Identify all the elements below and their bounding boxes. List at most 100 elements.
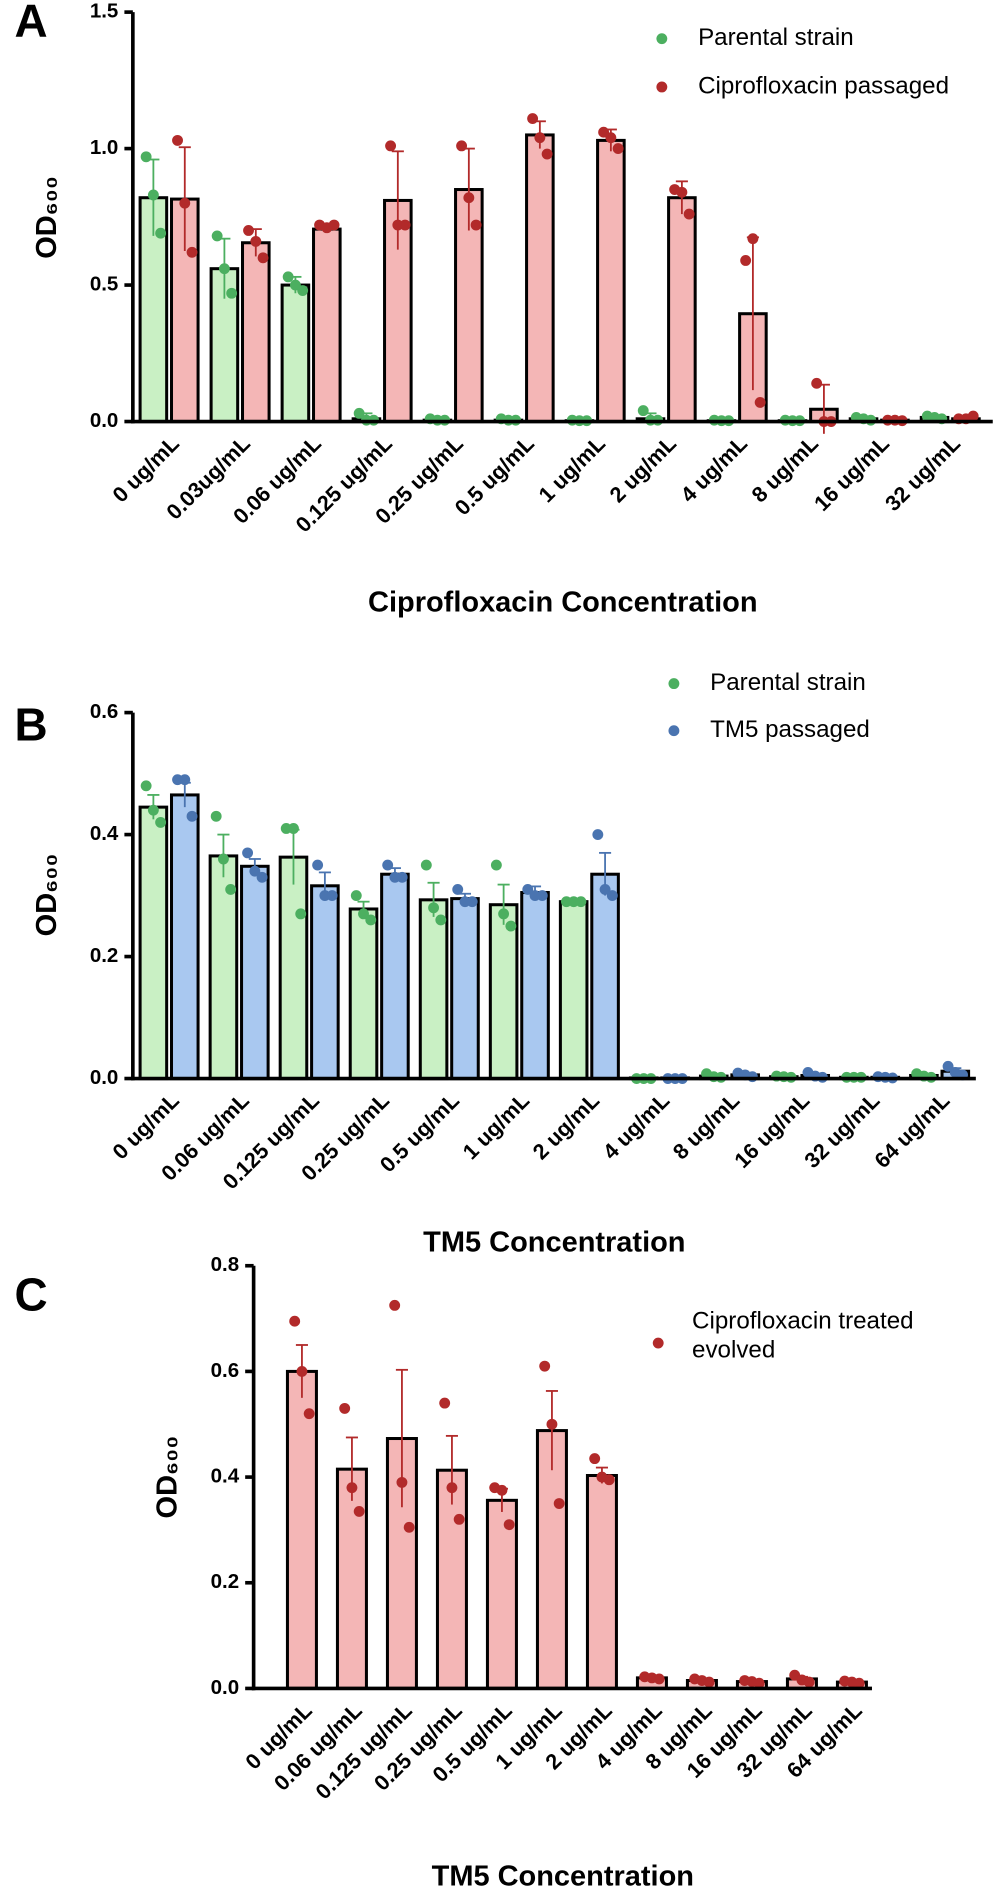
- data-point: [496, 1484, 508, 1496]
- data-point: [353, 1505, 365, 1517]
- data-point: [592, 829, 604, 841]
- bar: [280, 283, 311, 424]
- data-point: [803, 1676, 815, 1688]
- y-tick-label: 0.5: [90, 272, 119, 295]
- data-point: [389, 1299, 401, 1311]
- legend-marker: [656, 33, 668, 45]
- x-tick-label: 1 ug/mL: [533, 431, 610, 508]
- y-tick-label: 0.2: [211, 1570, 240, 1593]
- data-point: [539, 1360, 551, 1372]
- bar: [485, 1498, 518, 1690]
- x-tick-label: 16 ug/mL: [729, 1088, 814, 1173]
- data-point: [186, 810, 198, 822]
- data-point: [505, 920, 517, 932]
- data-point: [312, 859, 324, 871]
- data-point: [534, 132, 546, 144]
- legend-marker: [652, 1337, 664, 1349]
- x-axis-label: TM5 Concentration: [432, 1861, 694, 1893]
- data-point: [527, 113, 539, 124]
- data-point: [288, 823, 299, 834]
- x-tick-label: 32 ug/mL: [880, 431, 965, 516]
- x-tick-label: 2 ug/mL: [528, 1088, 605, 1165]
- data-point: [243, 225, 254, 236]
- data-point: [295, 908, 307, 920]
- x-tick-label: 4 ug/mL: [598, 1088, 675, 1165]
- data-point: [746, 1071, 758, 1083]
- data-point: [536, 890, 548, 902]
- data-point: [396, 871, 408, 883]
- data-point: [703, 1676, 715, 1688]
- data-point: [303, 1408, 315, 1420]
- y-axis-label: OD₆₀₀: [31, 176, 63, 259]
- data-point: [350, 890, 362, 902]
- data-point: [140, 151, 152, 163]
- y-tick-label: 0.8: [211, 1253, 240, 1276]
- bar: [418, 898, 449, 1081]
- data-point: [155, 227, 167, 239]
- x-tick-label: 4 ug/mL: [675, 431, 752, 508]
- data-point: [256, 871, 268, 883]
- bar: [335, 1467, 368, 1690]
- bar: [241, 241, 271, 424]
- bar: [667, 196, 697, 424]
- data-point: [747, 233, 759, 245]
- data-point: [242, 847, 254, 859]
- data-point: [466, 896, 478, 908]
- y-tick-label: 1.5: [90, 0, 119, 23]
- data-point: [603, 1474, 615, 1486]
- data-point: [456, 140, 468, 152]
- data-point: [210, 810, 222, 822]
- data-point: [522, 884, 534, 895]
- data-point: [172, 134, 183, 146]
- legend-label: Ciprofloxacin treated evolved: [692, 1308, 914, 1364]
- data-point: [490, 859, 502, 871]
- bar: [380, 872, 410, 1081]
- data-point: [179, 774, 191, 786]
- data-point: [339, 1402, 351, 1414]
- panel-label: B: [14, 698, 47, 750]
- data-point: [218, 263, 230, 275]
- legend-box: Ciprofloxacin treated evolved: [692, 1308, 914, 1364]
- data-point: [599, 884, 611, 895]
- data-point: [226, 287, 238, 299]
- bar: [169, 793, 200, 1081]
- data-point: [140, 780, 152, 792]
- x-tick-label: 1 ug/mL: [458, 1088, 535, 1165]
- bar: [312, 227, 342, 424]
- data-point: [346, 1482, 358, 1494]
- x-tick-label: 32 ug/mL: [799, 1088, 884, 1173]
- data-point: [853, 1677, 865, 1689]
- data-point: [446, 1482, 458, 1494]
- panel-label: C: [14, 1268, 47, 1320]
- data-point: [249, 865, 261, 877]
- data-point: [605, 132, 617, 144]
- legend-marker: [668, 725, 680, 737]
- bar: [590, 872, 620, 1081]
- data-point: [653, 1673, 665, 1685]
- bar: [278, 855, 309, 1081]
- data-point: [326, 890, 338, 902]
- bar: [558, 900, 589, 1081]
- data-point: [420, 859, 432, 871]
- bar: [520, 891, 550, 1081]
- x-axis-label: Ciprofloxacin Concentration: [368, 587, 758, 619]
- legend-label: Parental strain: [698, 24, 854, 51]
- legend-marker: [668, 678, 680, 690]
- panel-label: A: [14, 0, 47, 46]
- data-point: [297, 285, 309, 296]
- y-tick-label: 0.0: [211, 1676, 240, 1699]
- data-point: [541, 148, 553, 160]
- bar: [240, 864, 270, 1081]
- data-point: [186, 246, 198, 258]
- data-point: [453, 1513, 465, 1525]
- bar: [348, 907, 379, 1081]
- data-point: [589, 1453, 601, 1465]
- data-point: [435, 914, 447, 926]
- data-point: [428, 902, 440, 914]
- y-tick-label: 0.4: [211, 1465, 240, 1488]
- y-tick-label: 0.2: [90, 944, 119, 967]
- data-point: [498, 908, 510, 920]
- bar: [450, 897, 480, 1081]
